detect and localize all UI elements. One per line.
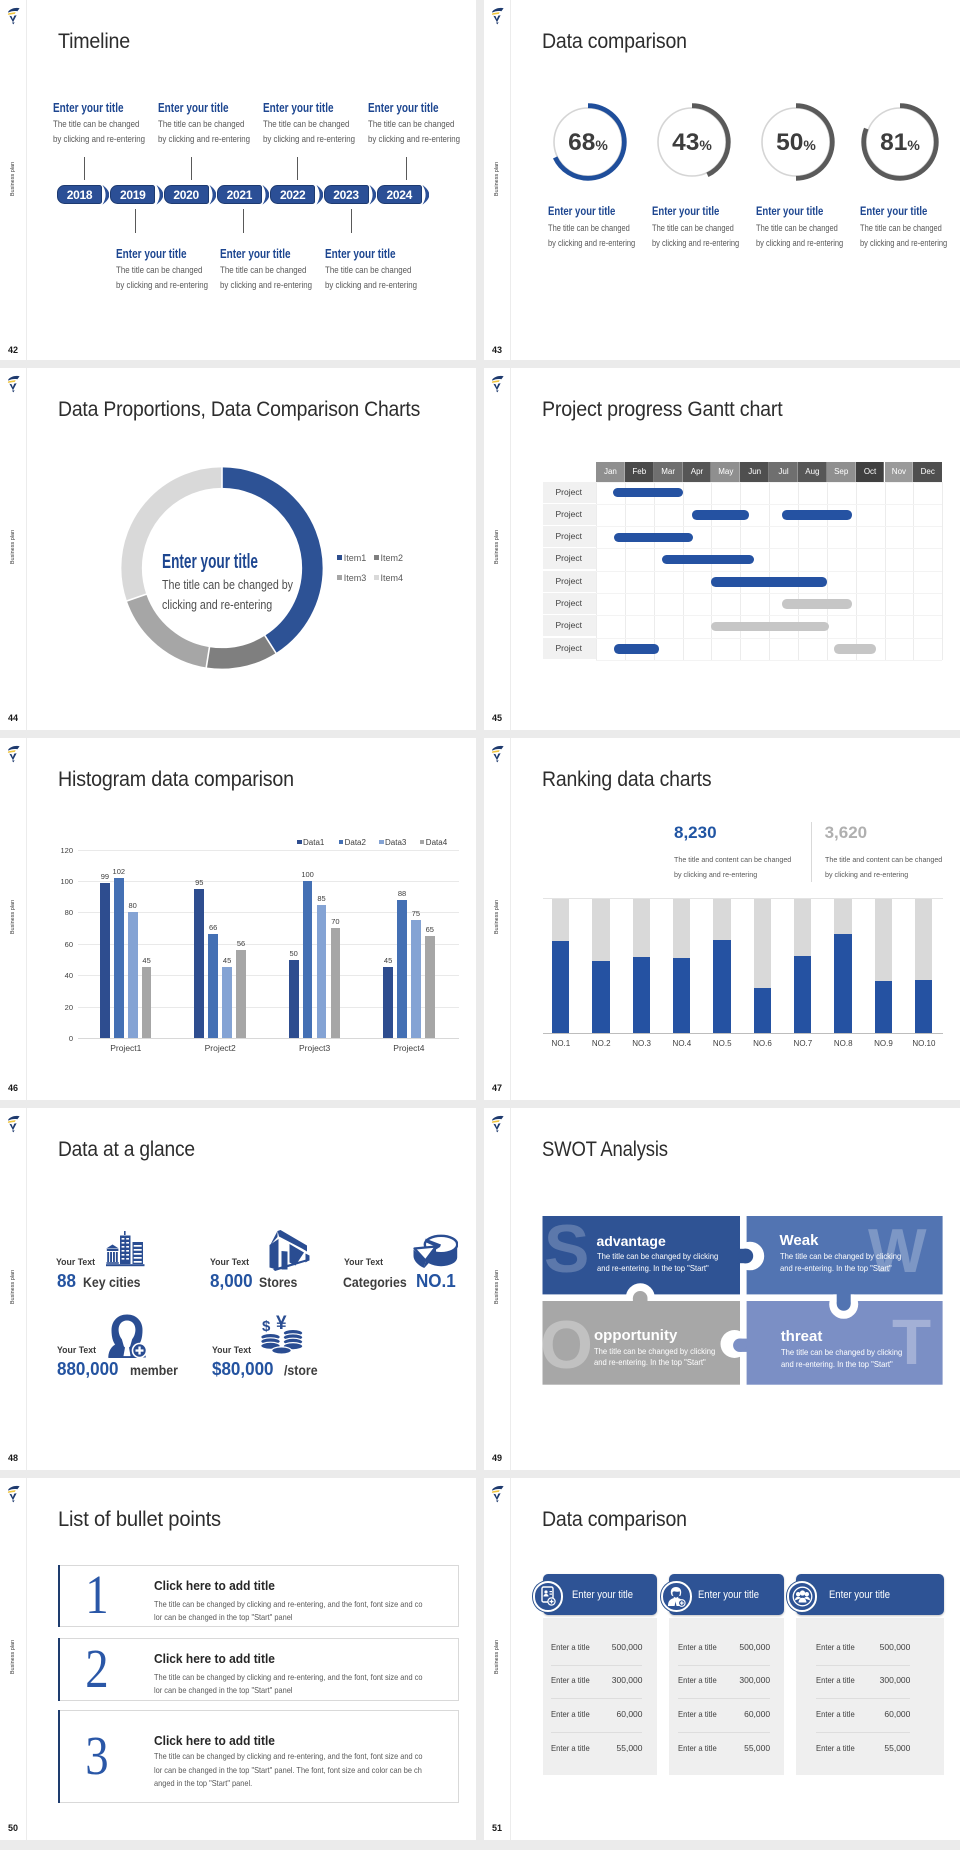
svg-text:W: W xyxy=(868,1217,927,1286)
svg-text:¥: ¥ xyxy=(276,1313,287,1334)
svg-text:S: S xyxy=(544,1211,589,1287)
svg-text:$: $ xyxy=(262,1318,271,1335)
svg-text:T: T xyxy=(892,1306,931,1378)
svg-text:O: O xyxy=(540,1307,593,1383)
